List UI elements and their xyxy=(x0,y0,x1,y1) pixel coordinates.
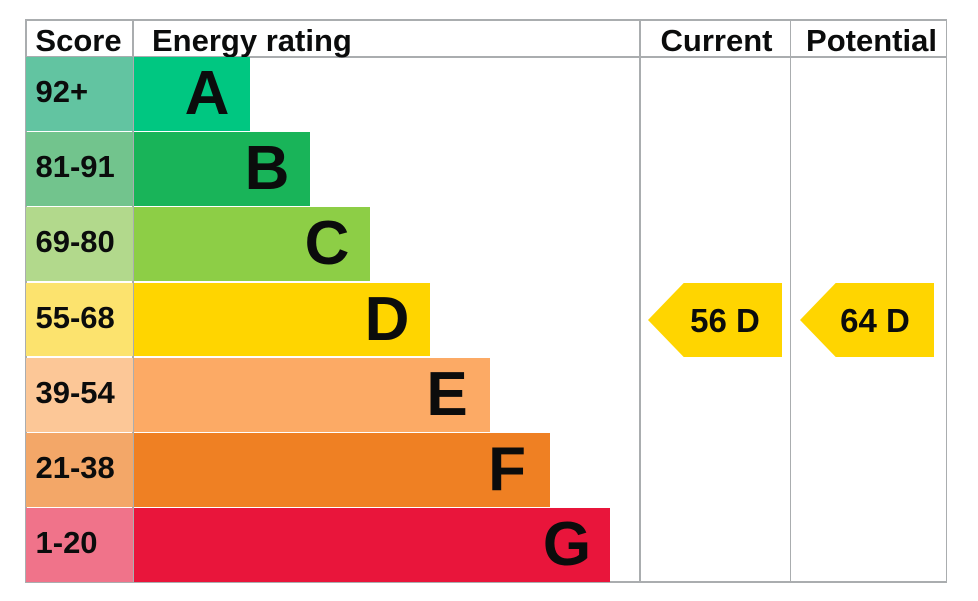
svg-text:56 D: 56 D xyxy=(690,302,760,339)
svg-text:64 D: 64 D xyxy=(840,302,910,339)
